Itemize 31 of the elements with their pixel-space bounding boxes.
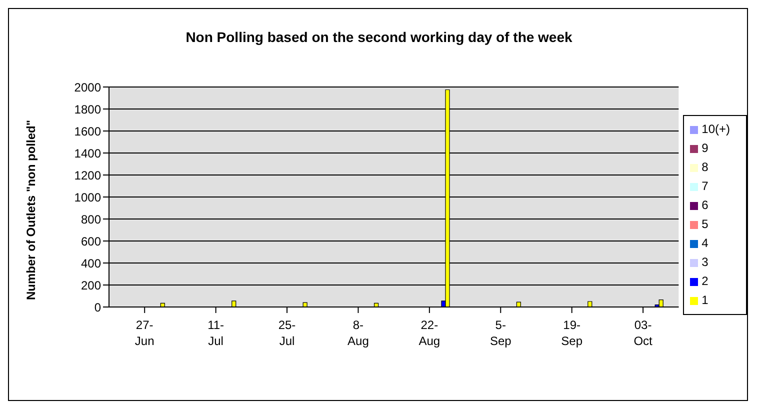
chart-title: Non Polling based on the second working day of the week [184, 29, 574, 45]
x-tick-label: 5-Sep [490, 318, 512, 348]
legend-label: 2 [702, 274, 708, 288]
y-axis-title: Number of Outlets "non polled" [24, 120, 38, 300]
x-tick-label: 11-Jul [208, 318, 224, 348]
x-tick-label: 25-Jul [278, 318, 296, 348]
x-tick-label: 27-Jun [134, 318, 154, 348]
x-tick-label: 03-Oct [634, 318, 654, 348]
y-tick-label: 1600 [74, 124, 102, 138]
y-tick-label: 800 [80, 212, 102, 226]
legend-label: 1 [702, 293, 708, 307]
x-tick-label: 19-Sep [561, 318, 583, 348]
legend-label: 10(+) [702, 122, 730, 136]
y-tick-label: 400 [80, 256, 102, 270]
legend-label: 4 [702, 236, 708, 250]
x-tick-label: 8-Aug [348, 318, 369, 348]
x-tick-label: 22-Aug [418, 318, 440, 348]
y-tick-label: 1000 [74, 190, 102, 204]
y-tick-label: 1200 [74, 168, 102, 182]
legend-label: 8 [702, 160, 708, 174]
legend-label: 3 [702, 255, 708, 269]
legend-label: 9 [702, 141, 708, 155]
y-tick-label: 200 [80, 278, 102, 292]
y-tick-label: 2000 [74, 80, 102, 94]
y-tick-label: 1800 [74, 102, 102, 116]
y-tick-label: 0 [94, 300, 102, 314]
y-tick-label: 600 [80, 234, 102, 248]
legend-label: 7 [702, 179, 708, 193]
legend-label: 5 [702, 217, 708, 231]
legend-label: 6 [702, 198, 708, 212]
y-tick-label: 1400 [74, 146, 102, 160]
